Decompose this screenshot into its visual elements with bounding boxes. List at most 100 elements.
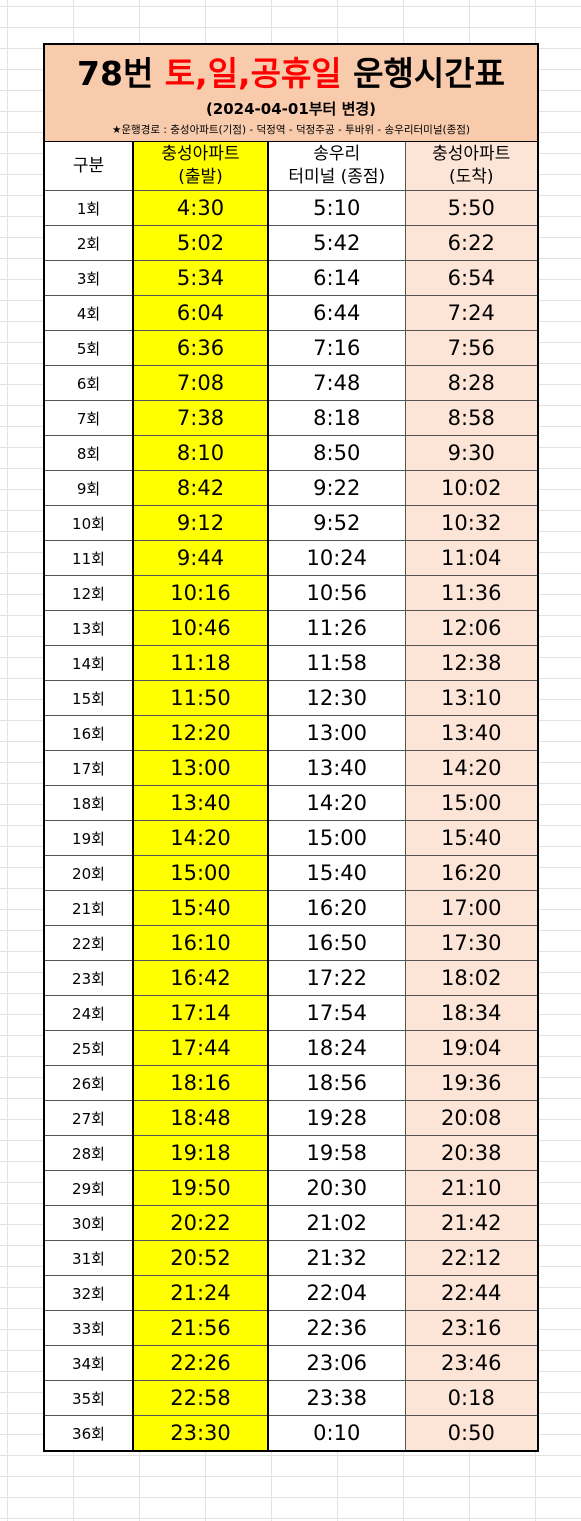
trip-number: 24회 — [45, 995, 134, 1031]
terminal-time: 6:14 — [267, 260, 406, 296]
terminal-time: 15:00 — [267, 820, 406, 856]
table-row: 3회 5:34 6:14 6:54 — [45, 260, 537, 296]
route-description: ★운행경로 : 충성아파트(기점) - 덕정역 - 덕정주공 - 투바위 - 송… — [111, 124, 470, 136]
terminal-time: 13:00 — [267, 715, 406, 751]
trip-number: 32회 — [45, 1275, 134, 1311]
arrival-time: 15:00 — [404, 785, 537, 821]
departure-time: 9:44 — [132, 540, 269, 576]
arrival-time: 12:38 — [404, 645, 537, 681]
departure-time: 6:04 — [132, 295, 269, 331]
arrival-time: 18:02 — [404, 960, 537, 996]
arrival-time: 23:46 — [404, 1345, 537, 1381]
arrival-time: 0:18 — [404, 1380, 537, 1416]
trip-number: 31회 — [45, 1240, 134, 1276]
trip-number: 22회 — [45, 925, 134, 961]
table-row: 11회 9:44 10:24 11:04 — [45, 540, 537, 576]
terminal-time: 16:20 — [267, 890, 406, 926]
table-row: 28회 19:18 19:58 20:38 — [45, 1135, 537, 1171]
departure-time: 11:18 — [132, 645, 269, 681]
departure-time: 21:24 — [132, 1275, 269, 1311]
terminal-time: 12:30 — [267, 680, 406, 716]
trip-number: 3회 — [45, 260, 134, 296]
departure-time: 12:20 — [132, 715, 269, 751]
table-row: 16회 12:20 13:00 13:40 — [45, 715, 537, 751]
table-row: 20회 15:00 15:40 16:20 — [45, 855, 537, 891]
trip-number: 34회 — [45, 1345, 134, 1381]
terminal-time: 13:40 — [267, 750, 406, 786]
departure-time: 11:50 — [132, 680, 269, 716]
departure-time: 17:14 — [132, 995, 269, 1031]
terminal-time: 19:28 — [267, 1100, 406, 1136]
departure-time: 19:50 — [132, 1170, 269, 1206]
departure-time: 10:46 — [132, 610, 269, 646]
departure-time: 14:20 — [132, 820, 269, 856]
arrival-time: 17:30 — [404, 925, 537, 961]
terminal-time: 22:36 — [267, 1310, 406, 1346]
table-row: 22회 16:10 16:50 17:30 — [45, 925, 537, 961]
table-row: 9회 8:42 9:22 10:02 — [45, 470, 537, 506]
timetable-body: 1회 4:30 5:10 5:50 2회 5:02 5:42 6:22 3회 5:34 6:14 6:… — [45, 190, 537, 1450]
table-row: 35회 22:58 23:38 0:18 — [45, 1380, 537, 1416]
departure-time: 13:40 — [132, 785, 269, 821]
arrival-time: 10:32 — [404, 505, 537, 541]
trip-number: 12회 — [45, 575, 134, 611]
trip-number: 26회 — [45, 1065, 134, 1101]
table-row: 12회 10:16 10:56 11:36 — [45, 575, 537, 611]
arrival-time: 0:50 — [404, 1415, 537, 1450]
table-row: 2회 5:02 5:42 6:22 — [45, 225, 537, 261]
arrival-time: 11:04 — [404, 540, 537, 576]
trip-number: 28회 — [45, 1135, 134, 1171]
departure-time: 13:00 — [132, 750, 269, 786]
departure-time: 18:48 — [132, 1100, 269, 1136]
trip-number: 2회 — [45, 225, 134, 261]
trip-number: 23회 — [45, 960, 134, 996]
arrival-time: 14:20 — [404, 750, 537, 786]
arrival-time: 13:10 — [404, 680, 537, 716]
trip-number: 17회 — [45, 750, 134, 786]
terminal-time: 23:38 — [267, 1380, 406, 1416]
table-row: 5회 6:36 7:16 7:56 — [45, 330, 537, 366]
departure-time: 16:42 — [132, 960, 269, 996]
table-row: 17회 13:00 13:40 14:20 — [45, 750, 537, 786]
trip-number: 35회 — [45, 1380, 134, 1416]
arrival-time: 17:00 — [404, 890, 537, 926]
arrival-time: 22:12 — [404, 1240, 537, 1276]
header-departure: 충성아파트 (출발) — [132, 142, 269, 191]
departure-time: 5:02 — [132, 225, 269, 261]
trip-number: 27회 — [45, 1100, 134, 1136]
terminal-time: 11:26 — [267, 610, 406, 646]
terminal-time: 22:04 — [267, 1275, 406, 1311]
trip-number: 36회 — [45, 1415, 134, 1450]
terminal-time: 5:42 — [267, 225, 406, 261]
trip-number: 15회 — [45, 680, 134, 716]
terminal-time: 21:32 — [267, 1240, 406, 1276]
terminal-time: 9:22 — [267, 470, 406, 506]
trip-number: 13회 — [45, 610, 134, 646]
table-row: 23회 16:42 17:22 18:02 — [45, 960, 537, 996]
trip-number: 30회 — [45, 1205, 134, 1241]
effective-date: (2024-04-01부터 변경) — [205, 100, 377, 118]
departure-time: 10:16 — [132, 575, 269, 611]
terminal-time: 19:58 — [267, 1135, 406, 1171]
trip-number: 20회 — [45, 855, 134, 891]
table-row: 32회 21:24 22:04 22:44 — [45, 1275, 537, 1311]
terminal-time: 8:50 — [267, 435, 406, 471]
header-no: 구분 — [45, 142, 134, 191]
table-row: 10회 9:12 9:52 10:32 — [45, 505, 537, 541]
departure-time: 18:16 — [132, 1065, 269, 1101]
arrival-time: 18:34 — [404, 995, 537, 1031]
trip-number: 25회 — [45, 1030, 134, 1066]
title-block: 78번 토,일,공휴일 운행시간표 (2024-04-01부터 변경) ★운행경… — [45, 45, 537, 142]
table-row: 29회 19:50 20:30 21:10 — [45, 1170, 537, 1206]
terminal-time: 18:24 — [267, 1030, 406, 1066]
arrival-time: 12:06 — [404, 610, 537, 646]
departure-time: 4:30 — [132, 190, 269, 226]
terminal-time: 17:54 — [267, 995, 406, 1031]
trip-number: 7회 — [45, 400, 134, 436]
table-row: 24회 17:14 17:54 18:34 — [45, 995, 537, 1031]
arrival-time: 15:40 — [404, 820, 537, 856]
trip-number: 33회 — [45, 1310, 134, 1346]
terminal-time: 6:44 — [267, 295, 406, 331]
table-row: 7회 7:38 8:18 8:58 — [45, 400, 537, 436]
table-row: 27회 18:48 19:28 20:08 — [45, 1100, 537, 1136]
